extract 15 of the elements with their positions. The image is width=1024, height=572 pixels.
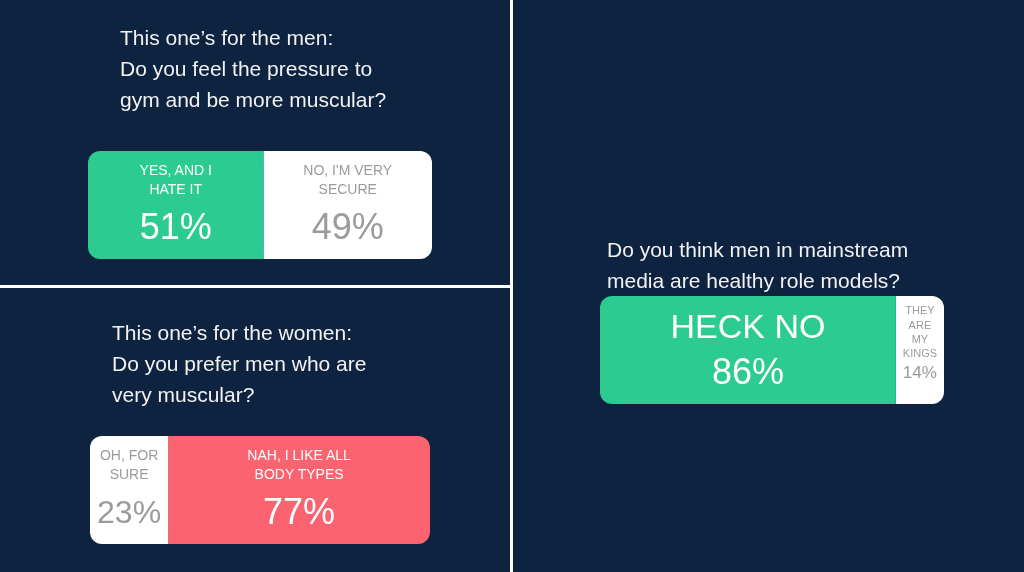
data-label: 23% <box>96 493 162 530</box>
data-label: 77% <box>263 490 336 532</box>
series-label: NO, I'M VERY SECURE <box>303 162 393 197</box>
data-label: 49% <box>311 205 384 247</box>
data-label: 51% <box>139 205 212 247</box>
series-label: YES, AND I HATE IT <box>139 162 212 197</box>
series-label: NAH, I LIKE ALL BODY TYPES <box>247 447 352 482</box>
data-label: 86% <box>711 350 784 392</box>
series-label: HECK NO <box>670 306 826 345</box>
series-label: THEY ARE MY KINGS <box>902 304 938 360</box>
series-label: OH, FOR SURE <box>99 447 159 482</box>
chart-title: This one’s for the women: Do you prefer men who are very muscular? <box>112 320 367 408</box>
chart-title: This one’s for the men: Do you feel the pressure to gym and be more muscular? <box>120 25 387 113</box>
data-label: 14% <box>902 363 938 383</box>
chart-title: Do you think men in mainstream media are healthy role models? <box>607 237 909 294</box>
